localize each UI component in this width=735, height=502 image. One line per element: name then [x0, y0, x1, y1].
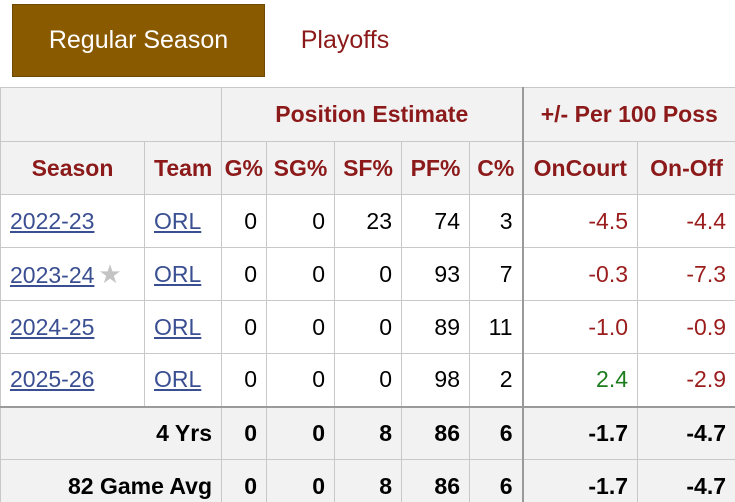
sg-pct-total-cell: 0 — [266, 459, 335, 502]
summary-label: 4 Yrs — [0, 406, 222, 460]
season-link[interactable]: 2023-24 — [10, 261, 95, 288]
table-row: 2024-25 ORL 0 0 0 89 11 -1.0 -0.9 — [0, 300, 735, 354]
summary-row: 82 Game Avg 0 0 8 86 6 -1.7 -4.7 — [0, 459, 735, 502]
c-pct-total-cell: 6 — [468, 406, 524, 460]
pf-pct-cell: 89 — [401, 300, 470, 354]
position-stats-table: Position Estimate +/- Per 100 Poss Seaso… — [0, 87, 735, 502]
pf-pct-total-cell: 86 — [401, 406, 470, 460]
sf-pct-cell: 0 — [334, 353, 402, 408]
sg-pct-cell: 0 — [266, 194, 335, 248]
sg-pct-total-cell: 0 — [266, 406, 335, 460]
col-oncourt[interactable]: OnCourt — [521, 141, 639, 195]
season-cell: 2025-26 — [0, 353, 145, 408]
oncourt-cell: -0.3 — [521, 247, 639, 301]
season-cell: 2023-24 ★ — [0, 247, 145, 301]
team-cell: ORL — [144, 353, 222, 408]
pg-pct-cell: 0 — [221, 247, 267, 301]
col-pg-pct[interactable]: G% — [221, 141, 267, 195]
season-link[interactable]: 2022-23 — [10, 207, 95, 234]
onoff-total-cell: -4.7 — [637, 459, 735, 502]
col-sg-pct[interactable]: SG% — [266, 141, 335, 195]
col-c-pct[interactable]: C% — [468, 141, 524, 195]
onoff-cell: -0.9 — [637, 300, 735, 354]
group-header-blank — [0, 87, 222, 142]
pg-pct-total-cell: 0 — [221, 406, 267, 460]
sg-pct-cell: 0 — [266, 300, 335, 354]
sf-pct-total-cell: 8 — [334, 406, 402, 460]
col-team[interactable]: Team — [144, 141, 222, 195]
team-link[interactable]: ORL — [154, 260, 202, 287]
summary-row: 4 Yrs 0 0 8 86 6 -1.7 -4.7 — [0, 406, 735, 460]
oncourt-cell: -1.0 — [521, 300, 639, 354]
onoff-cell: -2.9 — [637, 353, 735, 408]
col-pf-pct[interactable]: PF% — [401, 141, 470, 195]
season-link[interactable]: 2025-26 — [10, 366, 95, 393]
pg-pct-cell: 0 — [221, 300, 267, 354]
table-row: 2025-26 ORL 0 0 0 98 2 2.4 -2.9 — [0, 353, 735, 408]
onoff-total-cell: -4.7 — [637, 406, 735, 460]
summary-label: 82 Game Avg — [0, 459, 222, 502]
team-link[interactable]: ORL — [154, 313, 202, 340]
sf-pct-cell: 23 — [334, 194, 402, 248]
group-header-position: Position Estimate — [220, 87, 524, 142]
table-row: 2022-23 ORL 0 0 23 74 3 -4.5 -4.4 — [0, 194, 735, 248]
tab-playoffs[interactable]: Playoffs — [300, 26, 390, 54]
group-header-plusminus: +/- Per 100 Poss — [521, 87, 735, 142]
pg-pct-cell: 0 — [221, 353, 267, 408]
oncourt-total-cell: -1.7 — [521, 406, 639, 460]
c-pct-total-cell: 6 — [468, 459, 524, 502]
team-cell: ORL — [144, 247, 222, 301]
pf-pct-total-cell: 86 — [401, 459, 470, 502]
sf-pct-cell: 0 — [334, 300, 402, 354]
season-cell: 2022-23 — [0, 194, 145, 248]
season-cell: 2024-25 — [0, 300, 145, 354]
onoff-cell: -7.3 — [637, 247, 735, 301]
oncourt-cell: -4.5 — [521, 194, 639, 248]
col-season[interactable]: Season — [0, 141, 145, 195]
pf-pct-cell: 74 — [401, 194, 470, 248]
sf-pct-total-cell: 8 — [334, 459, 402, 502]
team-link[interactable]: ORL — [154, 366, 202, 393]
sg-pct-cell: 0 — [266, 247, 335, 301]
c-pct-cell: 2 — [468, 353, 524, 408]
col-onoff[interactable]: On-Off — [637, 141, 735, 195]
c-pct-cell: 7 — [468, 247, 524, 301]
pg-pct-cell: 0 — [221, 194, 267, 248]
oncourt-total-cell: -1.7 — [521, 459, 639, 502]
season-tabs: Regular Season Playoffs — [0, 0, 735, 88]
onoff-cell: -4.4 — [637, 194, 735, 248]
season-link[interactable]: 2024-25 — [10, 313, 95, 340]
column-header-row: Season Team G% SG% SF% PF% C% OnCourt On… — [0, 141, 735, 195]
oncourt-cell: 2.4 — [521, 353, 639, 408]
all-star-star-icon: ★ — [98, 258, 122, 289]
team-cell: ORL — [144, 300, 222, 354]
sf-pct-cell: 0 — [334, 247, 402, 301]
pg-pct-total-cell: 0 — [221, 459, 267, 502]
team-cell: ORL — [144, 194, 222, 248]
pf-pct-cell: 98 — [401, 353, 470, 408]
c-pct-cell: 11 — [468, 300, 524, 354]
table-row: 2023-24 ★ ORL 0 0 0 93 7 -0.3 -7.3 — [0, 247, 735, 301]
team-link[interactable]: ORL — [154, 207, 202, 234]
group-header-row: Position Estimate +/- Per 100 Poss — [0, 87, 735, 142]
col-sf-pct[interactable]: SF% — [334, 141, 402, 195]
sg-pct-cell: 0 — [266, 353, 335, 408]
c-pct-cell: 3 — [468, 194, 524, 248]
pf-pct-cell: 93 — [401, 247, 470, 301]
tab-regular-season[interactable]: Regular Season — [12, 4, 265, 77]
